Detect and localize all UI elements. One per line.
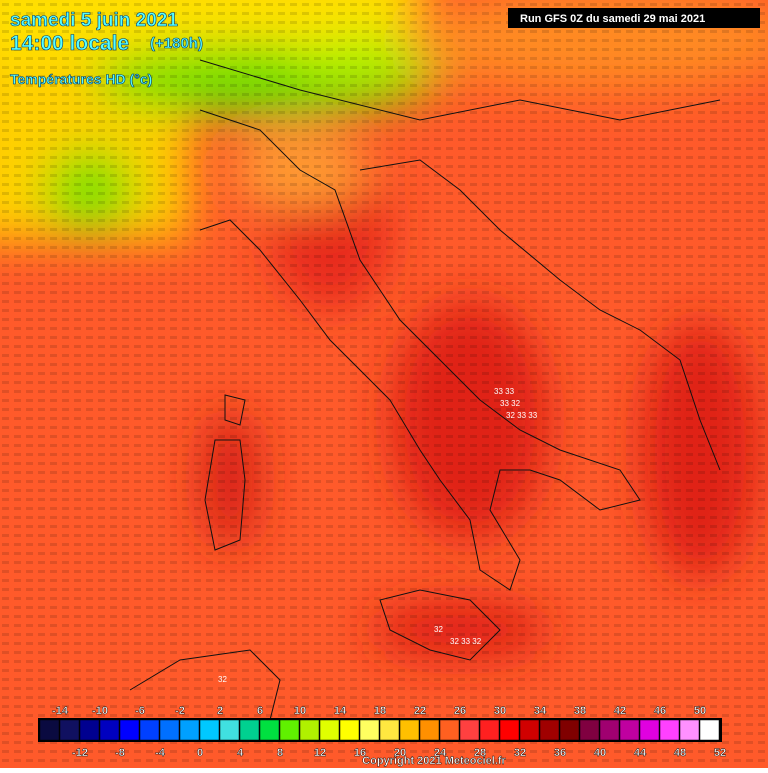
legend-swatch [99,719,120,741]
legend-label: 20 [394,747,406,759]
map-label: 32 33 33 [506,411,538,420]
copyright: Copyright 2021 Meteociel.fr [362,755,506,767]
legend-label: 14 [334,705,347,717]
legend-label: -6 [135,705,145,717]
legend-label: 6 [257,705,263,717]
legend-label: -14 [52,705,69,717]
legend-label: 38 [574,705,586,717]
title-block: samedi 5 juin 2021 14:00 locale (+180h) … [10,10,204,88]
legend-swatch [639,719,660,741]
map-label: 33 32 [500,399,521,408]
legend-label: -4 [155,747,166,759]
map-label: 32 33 32 [450,637,482,646]
legend-swatch [499,719,520,741]
legend-label: -8 [115,747,125,759]
legend-swatch [579,719,600,741]
title-time: 14:00 locale [10,32,129,55]
legend-label: 2 [217,705,223,717]
legend-swatch [299,719,320,741]
legend-swatch [139,719,160,741]
legend-label: 10 [294,705,306,717]
color-legend: -14 -10 -6 -2 2 6 10 14 18 22 26 30 34 38 42 46 50-12 -8-… [38,705,726,759]
legend-swatch [119,719,140,741]
legend-swatch [239,719,260,741]
map-label: 32 [434,625,443,634]
title-lead: (+180h) [150,35,203,52]
legend-swatch [539,719,560,741]
legend-swatch [359,719,380,741]
run-info: Run GFS 0Z du samedi 29 mai 2021 [520,13,705,25]
legend-label: 42 [614,705,626,717]
map-label: 33 33 [494,387,515,396]
legend-label: 40 [594,747,606,759]
legend-label: 44 [634,747,647,759]
legend-swatch [319,719,340,741]
legend-swatch [339,719,360,741]
legend-swatch [699,719,720,741]
map-label: 32 [218,675,227,684]
legend-label: 36 [554,747,566,759]
field-name: Températures HD (°c) [10,71,152,87]
run-banner [508,8,760,28]
legend-swatch [519,719,540,741]
legend-label: 0 [197,747,203,759]
legend-swatch [59,719,80,741]
legend-swatch [619,719,640,741]
legend-swatch [279,719,300,741]
legend-label: 16 [354,747,366,759]
coastlines [129,59,721,721]
legend-label: 24 [434,747,447,759]
legend-label: 50 [694,705,706,717]
legend-label: 32 [514,747,526,759]
legend-swatch [379,719,400,741]
legend-swatch [559,719,580,741]
legend-swatch [199,719,220,741]
legend-label: 4 [237,747,244,759]
title-date: samedi 5 juin 2021 [10,10,178,31]
legend-label: 34 [534,705,547,717]
legend-label: -2 [175,705,185,717]
legend-label: 46 [654,705,666,717]
legend-label: 26 [454,705,466,717]
legend-swatch [599,719,620,741]
legend-swatch [419,719,440,741]
legend-swatch [679,719,700,741]
legend-label: 52 [714,747,726,759]
legend-swatch [659,719,680,741]
legend-label: -10 [92,705,108,717]
legend-swatch [159,719,180,741]
legend-swatch [439,719,460,741]
legend-swatch [79,719,100,741]
legend-swatch [179,719,200,741]
legend-label: 18 [374,705,386,717]
legend-swatch [459,719,480,741]
legend-swatch [479,719,500,741]
legend-swatch [259,719,280,741]
legend-label: 22 [414,705,426,717]
legend-swatch [399,719,420,741]
legend-label: 8 [277,747,283,759]
legend-label: -12 [72,747,88,759]
legend-label: 48 [674,747,686,759]
legend-swatch [39,719,60,741]
legend-label: 28 [474,747,486,759]
map-labels: 33 33 33 32 32 33 33 32 32 33 32 32 [218,387,538,684]
legend-label: 30 [494,705,506,717]
legend-label: 12 [314,747,326,759]
legend-swatch [219,719,240,741]
